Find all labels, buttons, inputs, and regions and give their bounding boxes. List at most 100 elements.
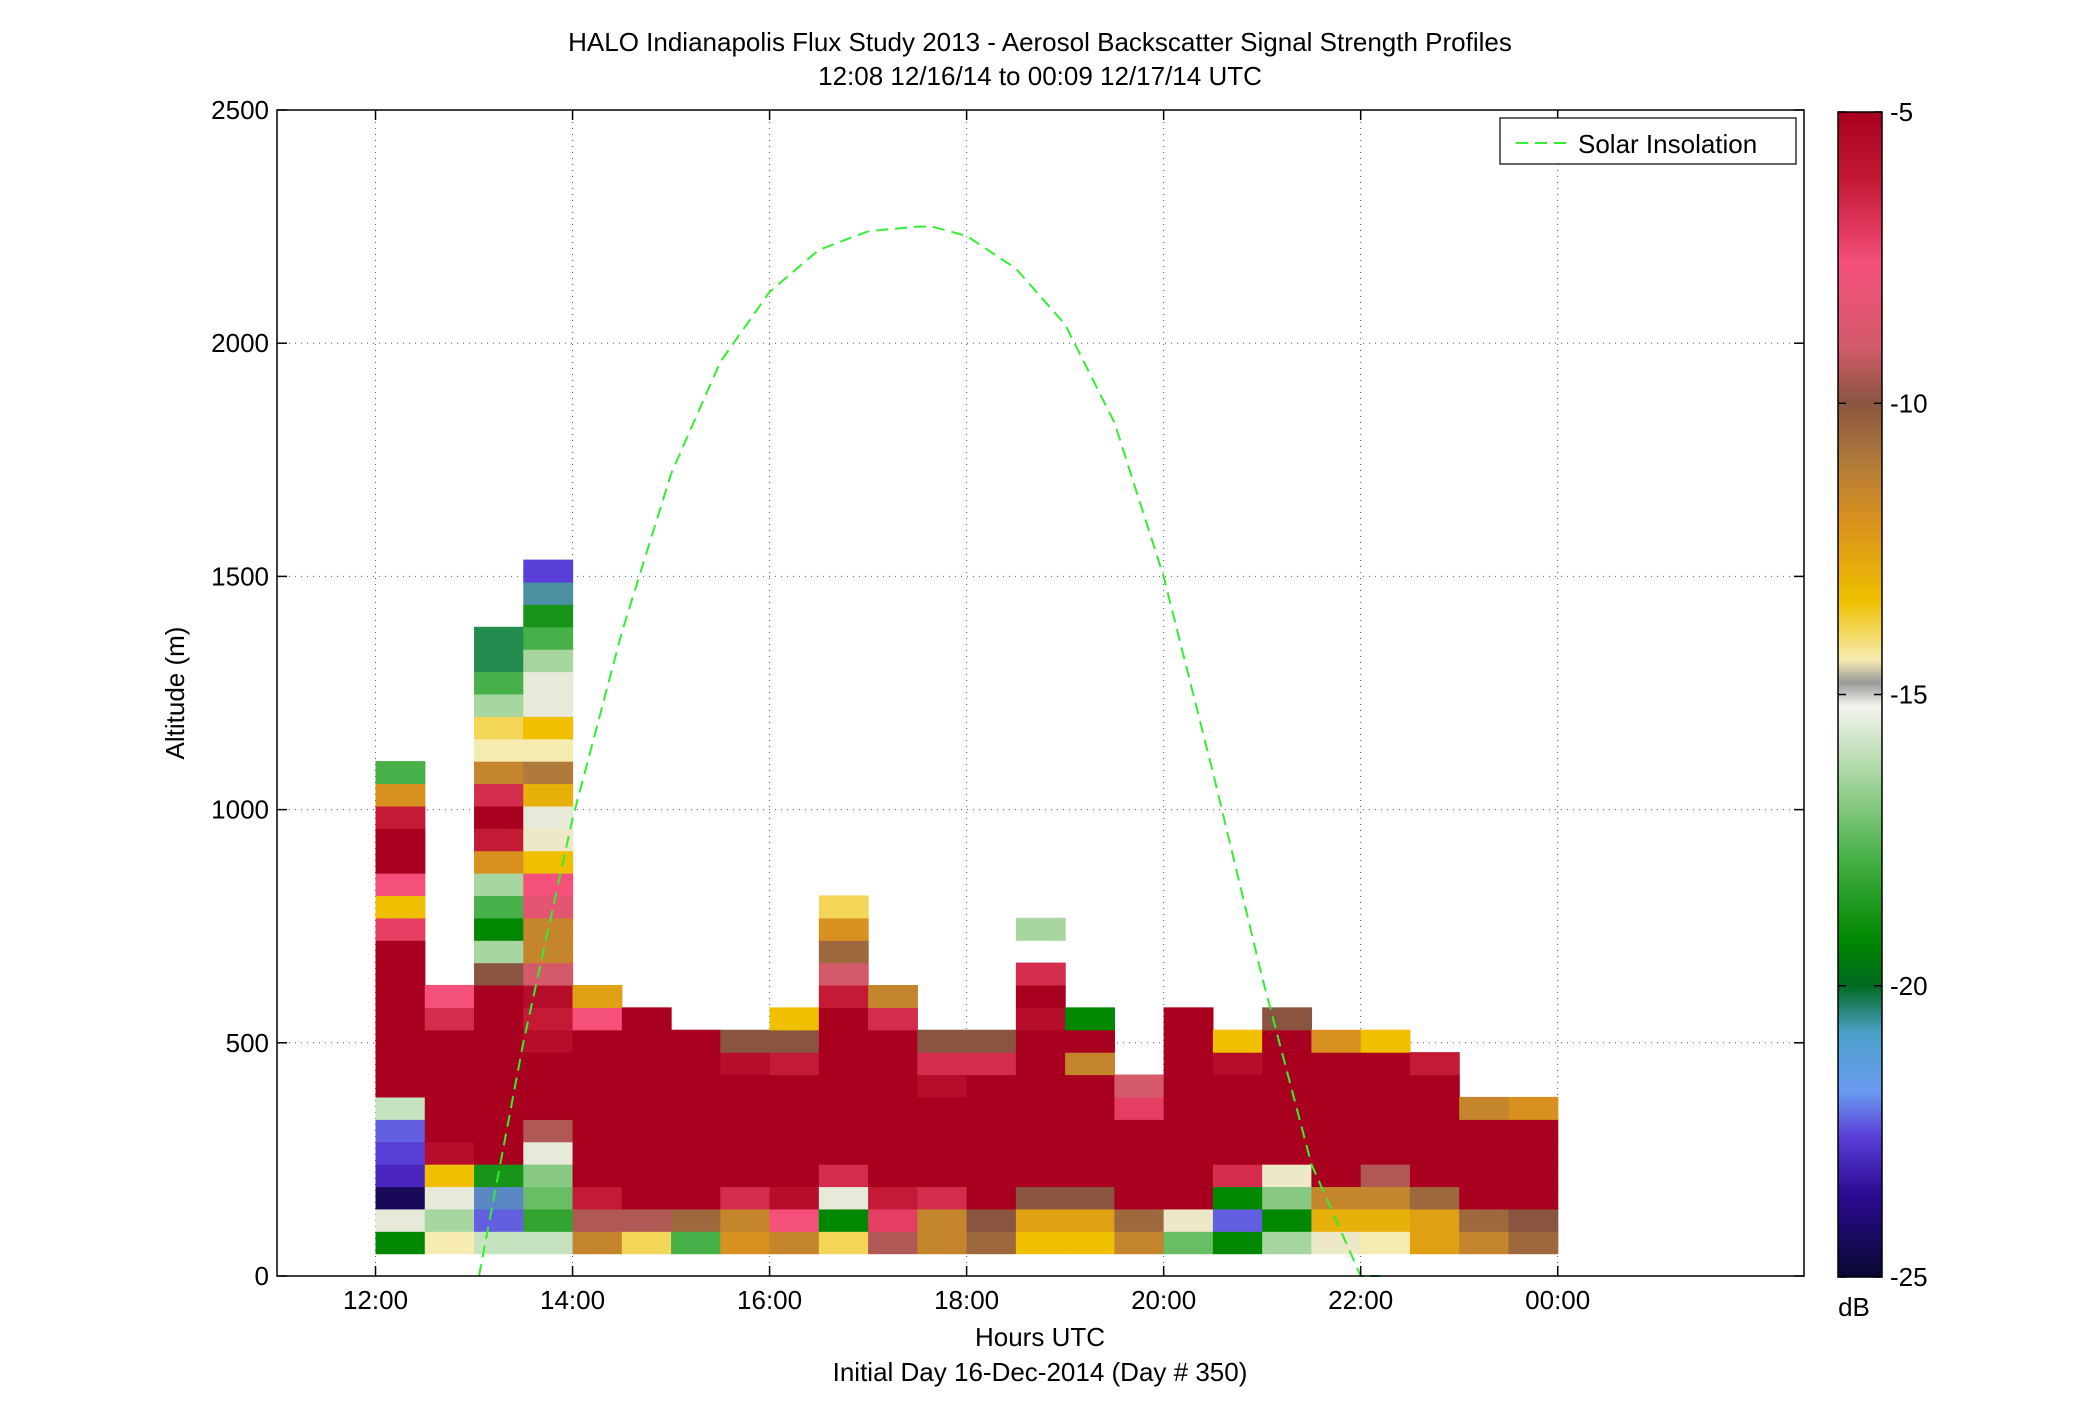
heatmap-cell — [424, 1052, 475, 1076]
x-tick-label: 00:00 — [1525, 1285, 1590, 1315]
heatmap-cell — [474, 1208, 524, 1232]
heatmap-cell — [1508, 1119, 1559, 1143]
heatmap-cell — [572, 1029, 623, 1053]
heatmap-cell — [474, 626, 524, 650]
heatmap-cell — [1114, 1231, 1165, 1255]
heatmap-cell — [1311, 1141, 1362, 1165]
heatmap-cell — [1212, 1164, 1263, 1188]
heatmap-cell — [1262, 1208, 1313, 1232]
heatmap-cell — [375, 1186, 426, 1210]
heatmap-cell — [523, 1208, 574, 1232]
heatmap-cell — [621, 1007, 672, 1031]
heatmap-cell — [523, 671, 574, 695]
heatmap-cell — [375, 962, 426, 986]
heatmap-cell — [966, 1231, 1017, 1255]
heatmap-cell — [868, 1096, 918, 1120]
legend-box — [1499, 117, 1797, 165]
heatmap-cell — [474, 962, 524, 986]
heatmap-cell — [1065, 1052, 1115, 1076]
heatmap-cell — [1212, 1141, 1263, 1165]
heatmap-cell — [424, 984, 475, 1008]
heatmap-cell — [1065, 1164, 1115, 1188]
heatmap-cell — [868, 1141, 918, 1165]
heatmap-cell — [1212, 1029, 1263, 1053]
heatmap-cell — [1065, 1119, 1115, 1143]
heatmap-cell — [1409, 1096, 1460, 1120]
heatmap-cell — [818, 1164, 869, 1188]
heatmap-cell — [1409, 1074, 1460, 1098]
heatmap-cell — [474, 783, 524, 807]
chart-title: HALO Indianapolis Flux Study 2013 - Aero… — [568, 27, 1512, 57]
heatmap-cell — [375, 1074, 426, 1098]
heatmap-cell — [1262, 1007, 1313, 1031]
heatmap-cell — [572, 1186, 623, 1210]
heatmap-cell — [523, 1007, 574, 1031]
heatmap-cell — [966, 1119, 1017, 1143]
heatmap-cell — [818, 1231, 869, 1255]
heatmap-cell — [523, 581, 574, 605]
heatmap-cell — [1163, 1119, 1214, 1143]
heatmap-cell — [917, 1119, 968, 1143]
backscatter-cells — [375, 559, 1559, 1255]
heatmap-cell — [375, 1208, 426, 1232]
heatmap-cell — [818, 1007, 869, 1031]
heatmap-cell — [523, 828, 574, 852]
heatmap-cell — [818, 917, 869, 941]
x-tick-label: 14:00 — [540, 1285, 605, 1315]
heatmap-cell — [1212, 1074, 1263, 1098]
heatmap-cell — [720, 1231, 771, 1255]
heatmap-cell — [1311, 1119, 1362, 1143]
heatmap-cell — [375, 1231, 426, 1255]
x-axis-label: Hours UTC — [975, 1322, 1105, 1352]
heatmap-cell — [375, 917, 426, 941]
heatmap-cell — [474, 1119, 524, 1143]
heatmap-cell — [1508, 1141, 1559, 1165]
heatmap-cell — [1360, 1119, 1411, 1143]
heatmap-cell — [1212, 1096, 1263, 1120]
heatmap-cell — [523, 1119, 574, 1143]
heatmap-cell — [671, 1074, 721, 1098]
heatmap-cell — [1508, 1231, 1559, 1255]
heatmap-cell — [769, 1029, 820, 1053]
heatmap-cell — [917, 1096, 968, 1120]
heatmap-cell — [523, 1186, 574, 1210]
heatmap-cell — [1459, 1208, 1510, 1232]
colorbar-tick-label: -25 — [1890, 1262, 1928, 1292]
heatmap-cell — [868, 1164, 918, 1188]
heatmap-cell — [1311, 1164, 1362, 1188]
heatmap-cell — [917, 1141, 968, 1165]
heatmap-cell — [474, 1231, 524, 1255]
heatmap-cell — [720, 1208, 771, 1232]
heatmap-cell — [375, 1096, 426, 1120]
heatmap-cell — [474, 693, 524, 717]
heatmap-cell — [769, 1007, 820, 1031]
heatmap-cell — [621, 1141, 672, 1165]
y-tick-label: 1000 — [211, 795, 269, 825]
heatmap-cell — [523, 738, 574, 762]
heatmap-cell — [1262, 1052, 1313, 1076]
heatmap-cell — [1015, 1029, 1066, 1053]
heatmap-cell — [424, 1074, 475, 1098]
heatmap-cell — [474, 738, 524, 762]
heatmap-cell — [1015, 962, 1066, 986]
heatmap-cell — [1015, 1074, 1066, 1098]
heatmap-cell — [621, 1119, 672, 1143]
heatmap-cell — [375, 783, 426, 807]
heatmap-cell — [572, 1164, 623, 1188]
heatmap-cell — [1409, 1141, 1460, 1165]
heatmap-cell — [769, 1119, 820, 1143]
x-tick-label: 16:00 — [737, 1285, 802, 1315]
heatmap-cell — [720, 1096, 771, 1120]
heatmap-cell — [523, 1164, 574, 1188]
heatmap-cell — [1114, 1141, 1165, 1165]
heatmap-cell — [1262, 1141, 1313, 1165]
axis-ticks: 12:00 14:00 16:00 18:00 20:00 22:00 00:00 0 500 1… — [211, 95, 1804, 1315]
heatmap-cell — [917, 1029, 968, 1053]
heatmap-cell — [966, 1186, 1017, 1210]
heatmap-cell — [1508, 1208, 1559, 1232]
heatmap-cell — [523, 1074, 574, 1098]
heatmap-cell — [375, 1052, 426, 1076]
heatmap-cell — [1459, 1164, 1510, 1188]
heatmap-cell — [1508, 1096, 1559, 1120]
heatmap-cell — [523, 850, 574, 874]
